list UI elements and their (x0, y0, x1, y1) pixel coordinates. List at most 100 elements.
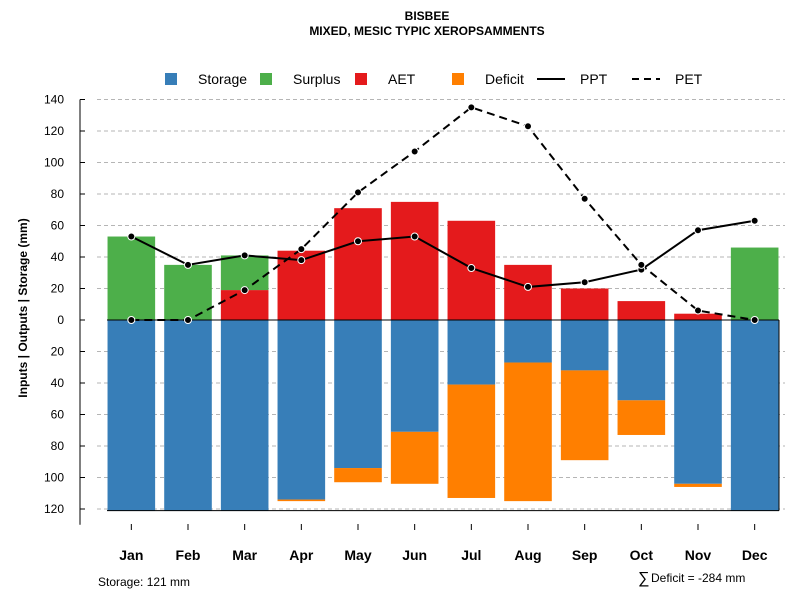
storage-bar (560, 320, 609, 371)
month-label: Oct (630, 547, 654, 563)
deficit-bar (277, 499, 326, 502)
pet-point (184, 316, 192, 324)
month-label: Jan (119, 547, 143, 563)
bars (107, 201, 779, 511)
month-label: Jun (402, 547, 427, 563)
pet-point (127, 316, 136, 324)
y-tick-label: 60 (51, 408, 65, 422)
storage-bar (447, 320, 496, 385)
ppt-point (750, 216, 759, 225)
deficit-bar (334, 468, 382, 483)
deficit-bar (617, 400, 666, 435)
aet-bar (220, 290, 269, 320)
deficit-bar (674, 483, 722, 487)
y-tick-label: 80 (51, 187, 65, 201)
y-tick-label: 60 (51, 219, 65, 233)
chart-title: BISBEE (405, 9, 450, 23)
ppt-point (410, 232, 419, 241)
storage-bar (730, 320, 779, 511)
deficit-bar (390, 431, 439, 484)
aet-bar (560, 288, 609, 320)
surplus-bar (164, 264, 212, 320)
ppt-point (467, 264, 476, 273)
aet-bar (674, 313, 722, 320)
month-label: Dec (742, 547, 768, 563)
month-label: May (344, 547, 371, 563)
month-label: Sep (572, 547, 598, 563)
pet-point (410, 147, 419, 156)
aet-bar (617, 301, 666, 320)
legend-label: Deficit (485, 71, 524, 87)
aet-bar (390, 201, 439, 320)
legend-label: Surplus (293, 71, 340, 87)
ppt-point (184, 260, 192, 269)
pet-point (297, 245, 306, 254)
y-tick-label: 40 (51, 376, 65, 390)
ppt-point (297, 256, 306, 265)
storage-bar (220, 320, 269, 511)
y-tick-label: 100 (44, 156, 64, 170)
y-tick-label: 80 (51, 439, 65, 453)
legend-label: AET (388, 71, 416, 87)
y-axis-label: Inputs | Outputs | Storage (mm) (16, 218, 30, 397)
aet-bar (334, 208, 382, 320)
pet-point (694, 306, 702, 315)
storage-bar (107, 320, 156, 511)
storage-bar (504, 320, 552, 363)
pet-point (580, 194, 589, 203)
y-tick-label: 120 (44, 124, 64, 138)
aet-bar (504, 264, 552, 320)
y-tick-label: 40 (51, 250, 65, 264)
pet-point (467, 103, 476, 112)
pet-point (354, 188, 362, 197)
y-tick-label: 140 (44, 93, 64, 107)
deficit-bar (447, 384, 496, 498)
storage-bar (334, 320, 382, 469)
surplus-bar (220, 255, 269, 291)
deficit-sum-symbol: ∑ (638, 570, 649, 587)
deficit-bar (560, 370, 609, 461)
ppt-line (130, 219, 755, 288)
pet-point (524, 122, 532, 131)
ppt-point (127, 232, 136, 241)
storage-bar (674, 320, 722, 484)
month-label: Aug (514, 547, 541, 563)
pet-point (240, 286, 249, 295)
y-tick-label: 0 (57, 313, 64, 327)
storage-bar (277, 320, 326, 500)
ppt-point (354, 237, 362, 246)
deficit-annotation: Deficit = -284 mm (651, 571, 745, 585)
ppt-point (524, 282, 532, 291)
ppt-point (240, 251, 249, 260)
pet-line (131, 106, 755, 321)
month-label: Jul (461, 547, 481, 563)
ppt-point (694, 226, 702, 235)
y-tick-label: 20 (51, 345, 65, 359)
axes: 140 120 100 80 60 40 20 0 20 40 60 80 100 120 Jan Feb Ma… (44, 93, 780, 563)
storage-bar (617, 320, 666, 401)
storage-legend-swatch (165, 73, 177, 85)
storage-bar (164, 320, 212, 511)
points (127, 103, 759, 324)
deficit-legend-swatch (452, 73, 464, 85)
y-tick-label: 120 (44, 502, 64, 516)
legend-label: Storage (198, 71, 247, 87)
surplus-bar (730, 247, 779, 320)
aet-legend-swatch (355, 73, 367, 85)
storage-bar (390, 320, 439, 432)
month-label: Feb (176, 547, 201, 563)
deficit-bar (504, 362, 552, 502)
y-tick-label: 20 (51, 282, 65, 296)
month-label: Mar (232, 547, 257, 563)
surplus-legend-swatch (260, 73, 272, 85)
ppt-point (580, 278, 589, 287)
month-label: Nov (685, 547, 712, 563)
pet-point (637, 260, 646, 269)
chart-subtitle: MIXED, MESIC TYPIC XEROPSAMMENTS (309, 24, 544, 38)
y-tick-label: 100 (44, 471, 64, 485)
legend: Storage Surplus AET Deficit PPT PET (165, 71, 703, 87)
month-label: Apr (289, 547, 314, 563)
storage-annotation: Storage: 121 mm (98, 575, 190, 589)
pet-point (750, 316, 759, 324)
